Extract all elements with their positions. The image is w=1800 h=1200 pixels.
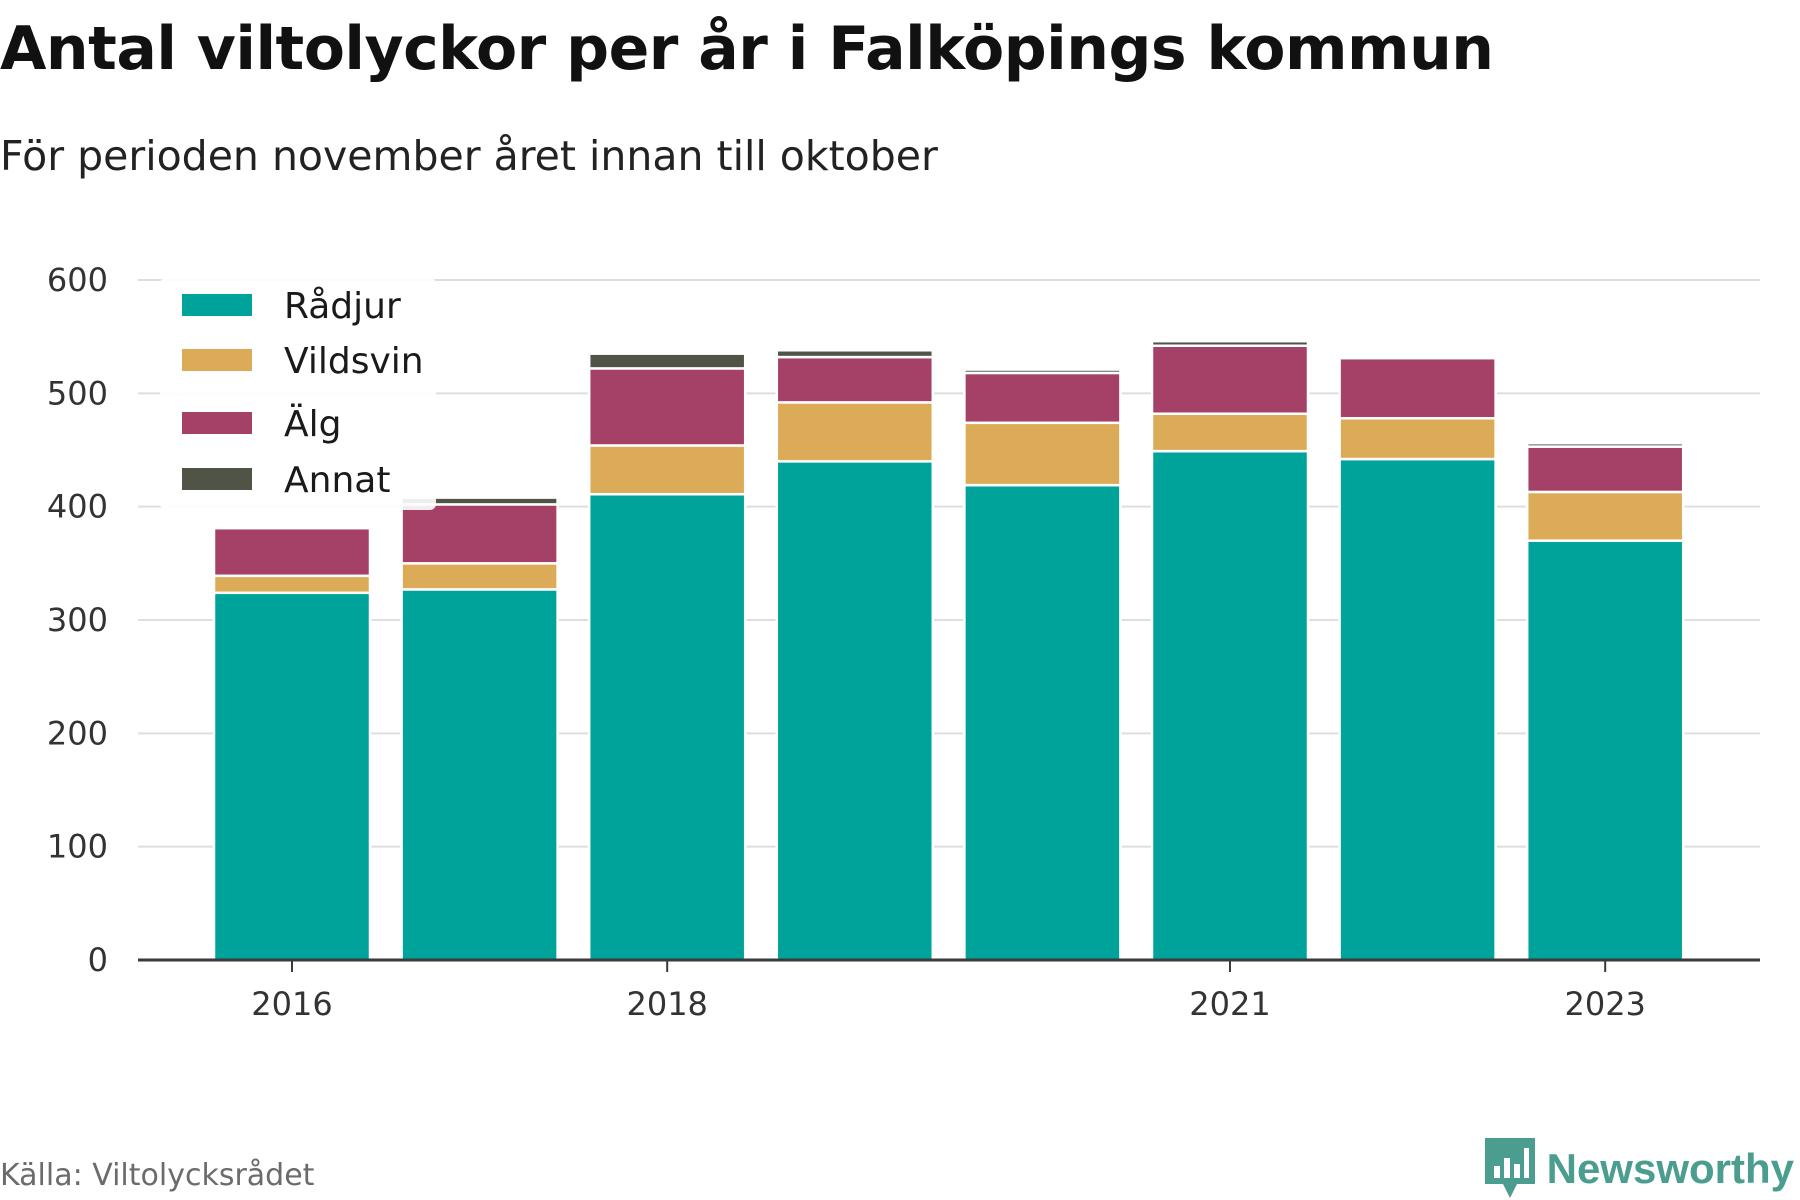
legend-label-annat: Annat bbox=[284, 460, 390, 501]
y-tick-label: 0 bbox=[88, 941, 108, 979]
bar-segment-annat-2023 bbox=[1525, 441, 1685, 448]
x-tick-label: 2018 bbox=[626, 985, 707, 1023]
bar-segment-älg-2017 bbox=[400, 503, 559, 565]
y-tick-label: 600 bbox=[47, 261, 108, 299]
x-tick-label: 2023 bbox=[1564, 985, 1645, 1023]
y-tick-label: 500 bbox=[47, 374, 108, 412]
brand-name: Newsworthy bbox=[1546, 1145, 1794, 1192]
bar-stack-2017 bbox=[400, 496, 559, 962]
legend-swatch-vildsvin bbox=[182, 349, 252, 371]
bar-stack-2021 bbox=[1150, 339, 1310, 962]
brand-logo[interactable]: Newsworthy bbox=[1484, 1138, 1794, 1200]
bar-segment-rådjur-2016 bbox=[212, 591, 372, 962]
bar-segment-älg-2016 bbox=[212, 526, 372, 578]
bar-segment-älg-2023 bbox=[1525, 445, 1685, 494]
y-axis-ticks: 0 100 200 300 400 500 600 bbox=[47, 261, 108, 979]
bar-segment-rådjur-2023 bbox=[1525, 539, 1685, 962]
bars bbox=[212, 339, 1685, 962]
x-axis-ticks: 2016 2018 2021 2023 bbox=[251, 960, 1646, 1023]
bar-segment-rådjur-2020 bbox=[963, 483, 1122, 962]
bar-chart-logo-icon bbox=[1484, 1138, 1535, 1198]
legend-label-vildsvin: Vildsvin bbox=[284, 341, 424, 382]
bar-segment-rådjur-2018 bbox=[587, 492, 747, 962]
x-tick-label: 2016 bbox=[251, 985, 332, 1023]
bar-segment-vildsvin-2018 bbox=[587, 444, 747, 496]
bar-segment-rådjur-2021 bbox=[1150, 449, 1310, 962]
y-tick-label: 200 bbox=[47, 714, 108, 752]
bar-stack-2019 bbox=[775, 349, 935, 962]
chart-subtitle: För perioden november året innan till ok… bbox=[0, 132, 938, 180]
y-tick-label: 100 bbox=[47, 828, 108, 866]
bar-segment-älg-2022 bbox=[1338, 356, 1497, 420]
legend-swatch-annat bbox=[182, 468, 252, 490]
chart-title: Antal viltolyckor per år i Falköpings ko… bbox=[0, 14, 1494, 84]
bar-segment-älg-2019 bbox=[775, 355, 935, 404]
bar-segment-annat-2020 bbox=[963, 368, 1122, 375]
legend-background bbox=[160, 278, 436, 510]
bar-stack-2023 bbox=[1525, 441, 1685, 962]
bar-segment-älg-2020 bbox=[963, 371, 1122, 425]
bar-segment-vildsvin-2023 bbox=[1525, 490, 1685, 542]
y-tick-label: 400 bbox=[47, 488, 108, 526]
bar-segment-älg-2021 bbox=[1150, 344, 1310, 415]
bar-segment-annat-2018 bbox=[587, 352, 747, 370]
legend-label-rådjur: Rådjur bbox=[284, 286, 401, 327]
legend-swatch-älg bbox=[182, 412, 252, 434]
bar-segment-vildsvin-2020 bbox=[963, 421, 1122, 487]
bar-segment-vildsvin-2016 bbox=[212, 574, 372, 595]
bar-stack-2016 bbox=[212, 526, 372, 962]
bar-segment-rådjur-2022 bbox=[1338, 457, 1497, 962]
bar-segment-annat-2019 bbox=[775, 349, 935, 359]
legend-swatch-rådjur bbox=[182, 294, 252, 316]
bar-segment-vildsvin-2019 bbox=[775, 401, 935, 463]
bar-stack-2022 bbox=[1338, 356, 1497, 962]
y-tick-label: 300 bbox=[47, 601, 108, 639]
legend-label-älg: Älg bbox=[284, 403, 341, 445]
bar-stack-2018 bbox=[587, 352, 747, 962]
x-tick-label: 2021 bbox=[1189, 985, 1270, 1023]
bar-segment-vildsvin-2021 bbox=[1150, 412, 1310, 453]
legend: Rådjur Vildsvin Älg Annat bbox=[160, 278, 436, 510]
bar-stack-2020 bbox=[963, 368, 1122, 962]
bar-segment-vildsvin-2017 bbox=[400, 562, 559, 591]
bar-segment-älg-2018 bbox=[587, 367, 747, 447]
source-note: Källa: Viltolycksrådet bbox=[0, 1158, 315, 1193]
bar-segment-rådjur-2019 bbox=[775, 460, 935, 962]
bar-segment-annat-2021 bbox=[1150, 339, 1310, 347]
bar-segment-vildsvin-2022 bbox=[1338, 417, 1497, 461]
bar-segment-rådjur-2017 bbox=[400, 588, 559, 962]
